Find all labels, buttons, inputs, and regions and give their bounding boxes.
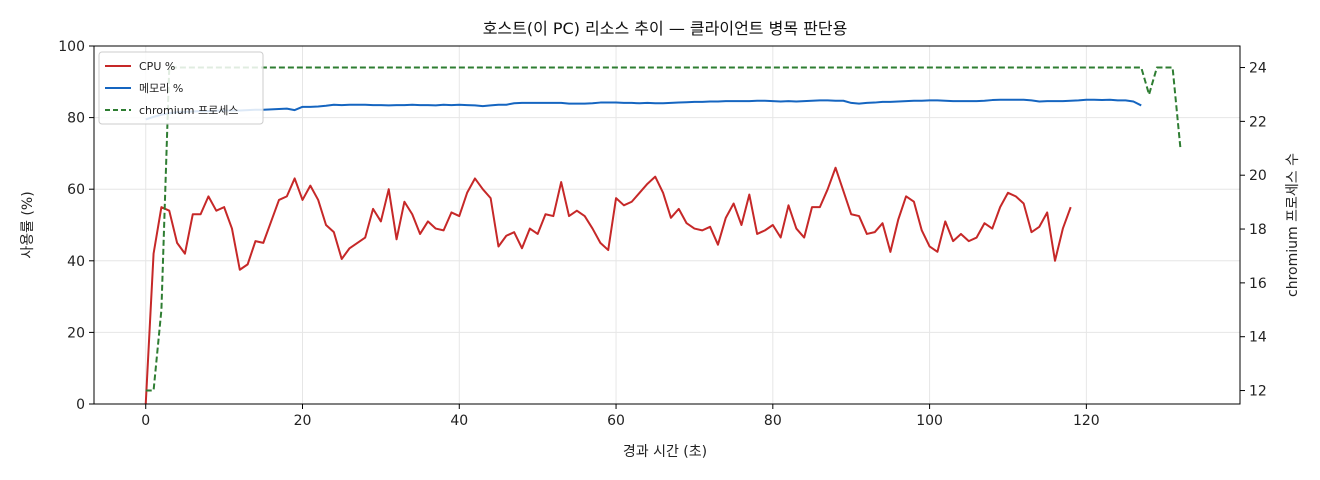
x-tick-label: 40 <box>450 413 468 429</box>
plot-frame <box>93 45 1241 405</box>
y-tick-label: 100 <box>58 39 85 55</box>
y-axis-label: 사용률 (%) <box>20 191 36 258</box>
y2-tick-label: 16 <box>1249 276 1267 292</box>
y2-tick-label: 20 <box>1249 168 1267 184</box>
x-axis-label: 경과 시간 (초) <box>623 444 707 460</box>
legend: CPU % 메모리 % chromium 프로세스 <box>98 51 264 125</box>
x-tick-label: 120 <box>1073 413 1100 429</box>
y2-tick-label: 22 <box>1249 114 1267 130</box>
x-tick-label: 100 <box>916 413 943 429</box>
legend-item-memory-label: 메모리 % <box>139 82 183 95</box>
x-axis-ticks: 0 20 40 60 80 100 120 <box>141 404 1100 429</box>
y-tick-label: 80 <box>67 111 85 127</box>
y2-axis-ticks: 12 14 16 18 20 22 24 <box>1240 61 1267 400</box>
x-tick-label: 0 <box>141 413 150 429</box>
x-tick-label: 80 <box>764 413 782 429</box>
x-tick-label: 20 <box>294 413 312 429</box>
y2-tick-label: 14 <box>1249 330 1267 346</box>
y-tick-label: 40 <box>67 254 85 270</box>
y-tick-label: 0 <box>76 397 85 413</box>
memory-series-line <box>145 98 1142 121</box>
y-tick-label: 20 <box>67 325 85 341</box>
y2-tick-label: 24 <box>1249 61 1267 77</box>
x-tick-label: 60 <box>607 413 625 429</box>
cpu-series-line <box>144 166 1072 405</box>
chart-title: 호스트(이 PC) 리소스 추이 — 클라이언트 병목 판단용 <box>483 19 848 38</box>
y2-tick-label: 18 <box>1249 222 1267 238</box>
series-layer <box>144 66 1182 405</box>
y2-axis-label: chromium 프로세스 수 <box>1285 153 1301 297</box>
chromium-process-series-line <box>145 66 1182 392</box>
legend-box <box>98 51 264 125</box>
legend-item-cpu-label: CPU % <box>139 60 175 73</box>
legend-item-chromium-label: chromium 프로세스 <box>139 104 238 117</box>
grid-lines <box>94 45 1240 405</box>
y2-tick-label: 12 <box>1249 384 1267 400</box>
y-axis-ticks: 0 20 40 60 80 100 <box>58 39 94 413</box>
y-tick-label: 60 <box>67 182 85 198</box>
